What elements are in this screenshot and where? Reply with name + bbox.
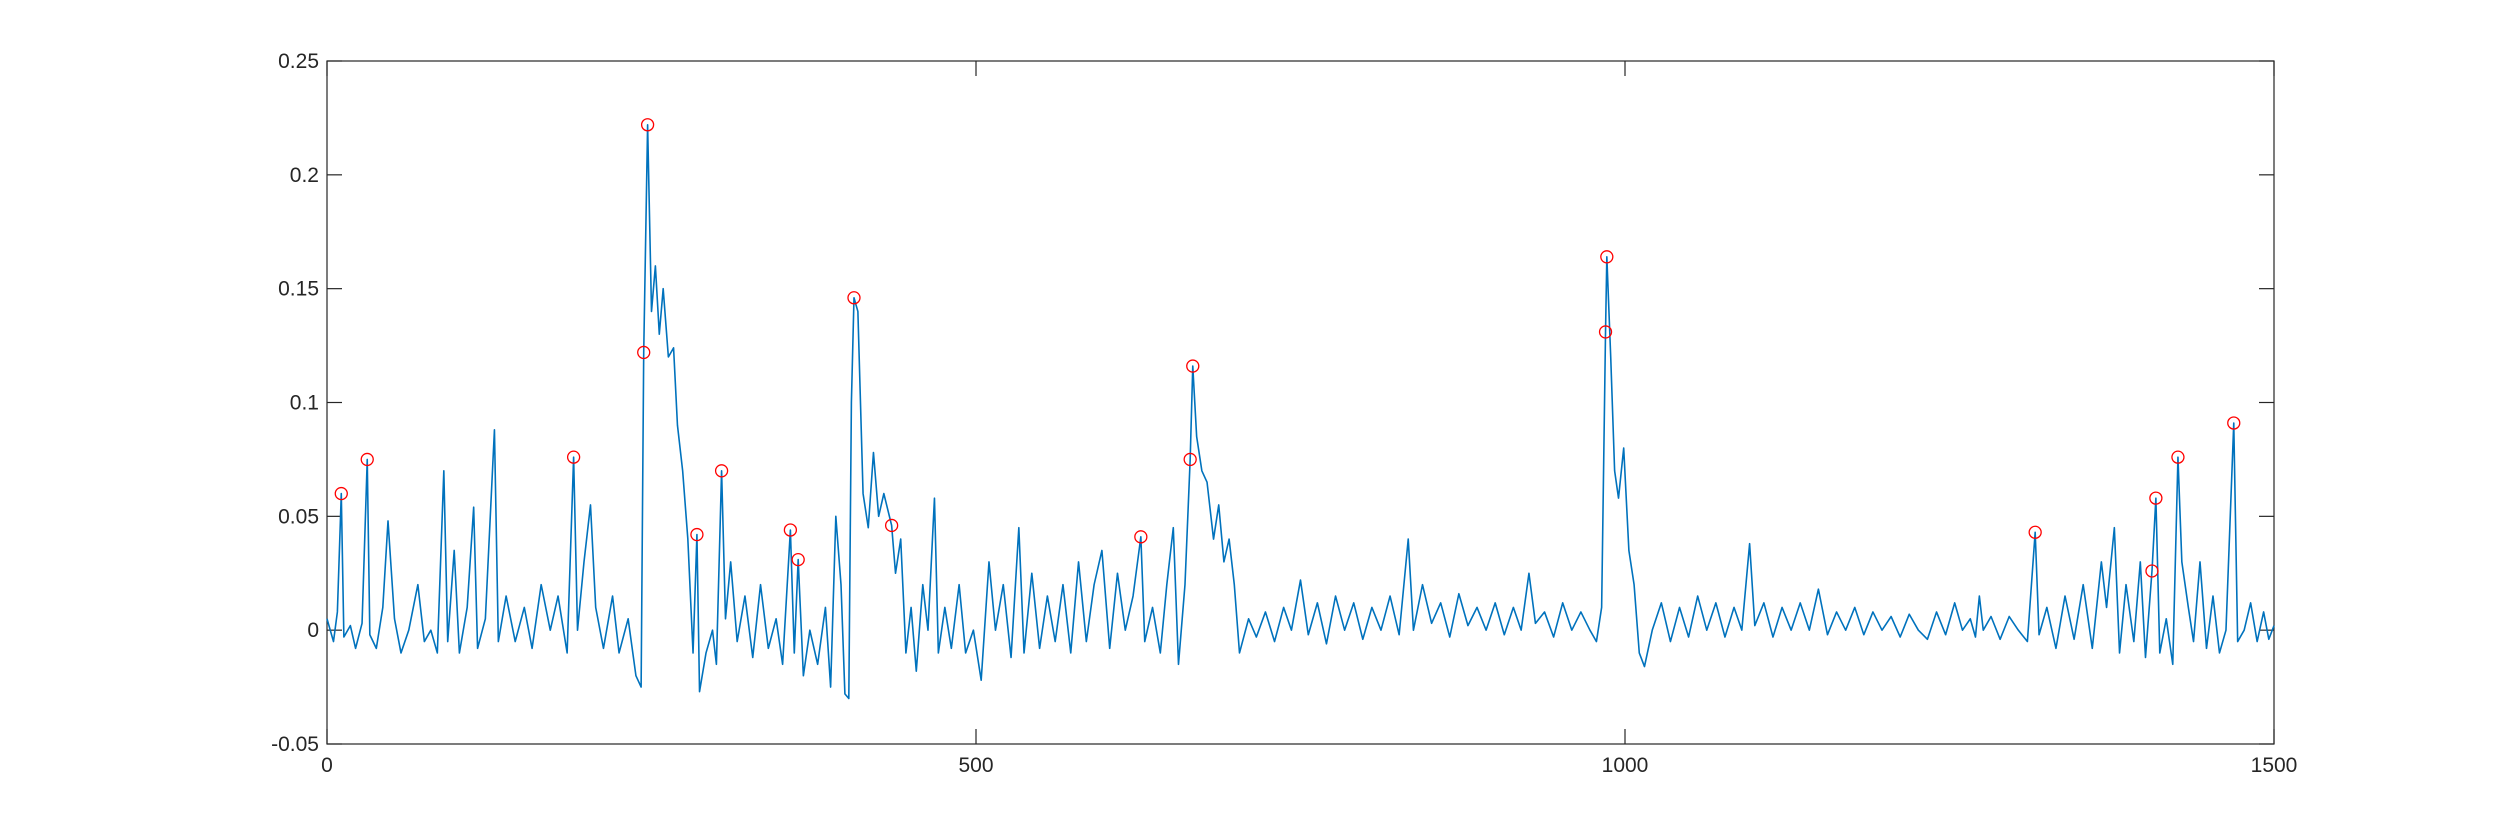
peak-marker (637, 345, 651, 360)
axes-box (326, 60, 2275, 745)
peak-marker (1598, 325, 1613, 339)
peak-marker (1134, 530, 1148, 544)
peak-marker (1183, 452, 1197, 467)
y-tick-label: 0 (307, 619, 319, 642)
peak-marker (566, 450, 581, 464)
peak-marker (2227, 416, 2241, 430)
peak-marker (334, 486, 348, 501)
peak-marker (2149, 491, 2163, 505)
y-tick-label: -0.05 (271, 733, 319, 756)
peak-marker (690, 527, 704, 542)
peak-marker (783, 523, 798, 537)
y-tick-label: 0.2 (290, 164, 319, 187)
peak-marker (1186, 359, 1200, 373)
x-tick-label: 500 (958, 754, 993, 777)
y-tick-label: 0.25 (278, 50, 319, 73)
peak-marker (847, 291, 861, 305)
x-tick-label: 1000 (1602, 754, 1649, 777)
y-tick-label: 0.15 (278, 278, 319, 301)
peak-marker (2145, 564, 2159, 578)
y-tick-label: 0.05 (278, 505, 319, 528)
peak-marker (360, 452, 374, 467)
x-tick-label: 1500 (2251, 754, 2298, 777)
data-line (326, 123, 2275, 700)
peak-marker (1600, 250, 1614, 264)
peak-marker (714, 464, 729, 478)
peak-marker (2028, 525, 2042, 539)
peak-marker (640, 118, 655, 132)
peak-marker (2171, 450, 2185, 464)
peak-marker (791, 552, 805, 567)
y-tick-label: 0.1 (290, 392, 319, 415)
x-tick-label: 0 (321, 754, 333, 777)
peak-marker (884, 518, 899, 533)
